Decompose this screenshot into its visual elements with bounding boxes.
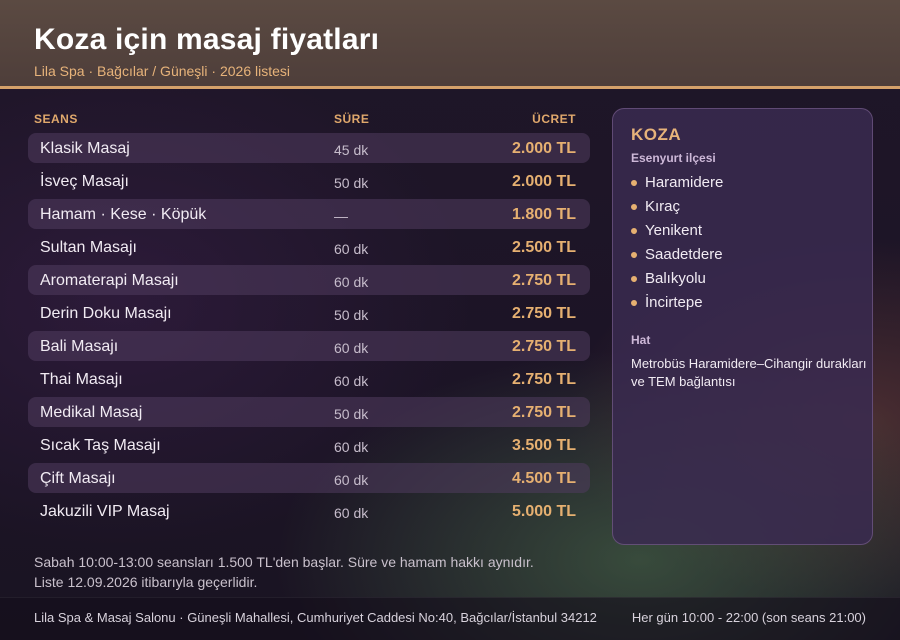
- row-price: 2.750 TL: [511, 272, 576, 289]
- route-text: Metrobüs Haramidere–Cihangir durakları v…: [631, 356, 867, 389]
- row-price: 2.000 TL: [511, 140, 576, 157]
- list-item: İncirtepe: [631, 291, 854, 315]
- row-duration: 60 dk: [334, 340, 369, 356]
- table-row: Medikal Masaj 50 dk 2.750 TL: [28, 397, 590, 427]
- row-price: 2.750 TL: [511, 305, 576, 322]
- neighborhood-list: Haramidere Kıraç Yenikent Saadetdere Bal…: [631, 171, 854, 315]
- row-duration: 50 dk: [334, 175, 369, 191]
- row-price: 5.000 TL: [511, 503, 576, 520]
- bullet-dot-icon: [631, 300, 637, 306]
- district-panel: KOZA Esenyurt ilçesi Haramidere Kıraç Ye…: [612, 108, 873, 545]
- row-price: 4.500 TL: [511, 470, 576, 487]
- page-footer: Lila Spa & Masaj Salonu · Güneşli Mahall…: [0, 597, 900, 640]
- row-price: 1.800 TL: [511, 206, 576, 223]
- note-line: Sabah 10:00-13:00 seansları 1.500 TL'den…: [34, 554, 534, 570]
- list-item: Saadetdere: [631, 243, 854, 267]
- table-row: Jakuzili VIP Masaj 60 dk 5.000 TL: [28, 496, 590, 526]
- footer-address: Lila Spa & Masaj Salonu · Güneşli Mahall…: [34, 610, 597, 625]
- bullet-dot-icon: [631, 180, 637, 186]
- row-duration: 60 dk: [334, 373, 369, 389]
- note-line: Liste 12.09.2026 itibarıyla geçerlidir.: [34, 574, 258, 590]
- footer-hours: Her gün 10:00 - 22:00 (son seans 21:00): [631, 610, 866, 625]
- row-name: Derin Doku Masajı: [40, 305, 172, 322]
- page-title: Koza için masaj fiyatları: [34, 23, 380, 56]
- neighborhood-name: İncirtepe: [645, 294, 703, 311]
- row-price: 3.500 TL: [511, 437, 576, 454]
- row-name: Sıcak Taş Masajı: [40, 437, 161, 454]
- row-duration: 50 dk: [334, 307, 369, 323]
- bullet-dot-icon: [631, 228, 637, 234]
- row-name: İsveç Masajı: [40, 173, 129, 190]
- district-subtitle: Esenyurt ilçesi: [631, 151, 716, 165]
- neighborhood-name: Balıkyolu: [645, 270, 706, 287]
- list-item: Kıraç: [631, 195, 854, 219]
- bullet-dot-icon: [631, 252, 637, 258]
- table-row: Derin Doku Masajı 50 dk 2.750 TL: [28, 298, 590, 328]
- neighborhood-name: Kıraç: [645, 198, 681, 215]
- row-price: 2.750 TL: [511, 404, 576, 421]
- neighborhood-name: Saadetdere: [645, 246, 723, 263]
- list-item: Yenikent: [631, 219, 854, 243]
- route-label: Hat: [631, 333, 651, 347]
- district-title: KOZA: [631, 125, 682, 144]
- row-duration: 45 dk: [334, 142, 369, 158]
- price-notes: Sabah 10:00-13:00 seansları 1.500 TL'den…: [34, 552, 534, 592]
- table-row: Çift Masajı 60 dk 4.500 TL: [28, 463, 590, 493]
- table-header: SEANS SÜRE ÜCRET: [28, 108, 590, 130]
- table-row: İsveç Masajı 50 dk 2.000 TL: [28, 166, 590, 196]
- table-row: Sıcak Taş Masajı 60 dk 3.500 TL: [28, 430, 590, 460]
- row-name: Bali Masajı: [40, 338, 119, 355]
- row-duration: 50 dk: [334, 406, 369, 422]
- row-duration: —: [334, 208, 348, 224]
- row-price: 2.500 TL: [511, 239, 576, 256]
- row-name: Jakuzili VIP Masaj: [40, 503, 170, 520]
- bullet-dot-icon: [631, 276, 637, 282]
- list-item: Haramidere: [631, 171, 854, 195]
- neighborhood-name: Yenikent: [645, 222, 702, 239]
- table-row: Klasik Masaj 45 dk 2.000 TL: [28, 133, 590, 163]
- column-header-sure: SÜRE: [334, 112, 370, 126]
- table-row: Bali Masajı 60 dk 2.750 TL: [28, 331, 590, 361]
- column-header-seans: SEANS: [34, 112, 78, 126]
- row-duration: 60 dk: [334, 274, 369, 290]
- table-row: Aromaterapi Masajı 60 dk 2.750 TL: [28, 265, 590, 295]
- row-duration: 60 dk: [334, 439, 369, 455]
- row-name: Hamam · Kese · Köpük: [40, 206, 207, 223]
- row-price: 2.750 TL: [511, 338, 576, 355]
- row-name: Klasik Masaj: [40, 140, 130, 157]
- row-price: 2.750 TL: [511, 371, 576, 388]
- list-item: Balıkyolu: [631, 267, 854, 291]
- row-name: Thai Masajı: [40, 371, 123, 388]
- column-header-ucret: ÜCRET: [532, 112, 576, 126]
- row-duration: 60 dk: [334, 241, 369, 257]
- row-name: Sultan Masajı: [40, 239, 137, 256]
- row-duration: 60 dk: [334, 472, 369, 488]
- row-name: Çift Masajı: [40, 470, 116, 487]
- table-row: Thai Masajı 60 dk 2.750 TL: [28, 364, 590, 394]
- table-row: Hamam · Kese · Köpük — 1.800 TL: [28, 199, 590, 229]
- page-subtitle: Lila Spa · Bağcılar / Güneşli · 2026 lis…: [34, 63, 291, 79]
- table-row: Sultan Masajı 60 dk 2.500 TL: [28, 232, 590, 262]
- bullet-dot-icon: [631, 204, 637, 210]
- row-name: Medikal Masaj: [40, 404, 143, 421]
- page-header: Koza için masaj fiyatları Lila Spa · Bağ…: [0, 0, 900, 89]
- row-price: 2.000 TL: [511, 173, 576, 190]
- neighborhood-name: Haramidere: [645, 174, 724, 191]
- row-name: Aromaterapi Masajı: [40, 272, 179, 289]
- row-duration: 60 dk: [334, 505, 369, 521]
- price-table: SEANS SÜRE ÜCRET Klasik Masaj 45 dk 2.00…: [28, 108, 590, 526]
